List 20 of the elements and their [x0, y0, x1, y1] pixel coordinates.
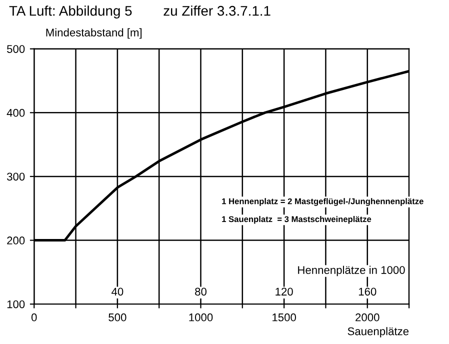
chart-title: TA Luft: Abbildung 5 zu Ziffer 3.3.7.1.1 — [9, 6, 270, 19]
x-tick-label: 500 — [108, 313, 126, 322]
y-axis-title: Mindestabstand [m] — [46, 28, 142, 39]
x-axis-title: Sauenplätze — [348, 327, 409, 338]
y-tick-label: 500 — [7, 45, 25, 53]
y-tick-label: 200 — [7, 236, 25, 244]
y-tick-label: 100 — [7, 300, 25, 308]
x2-tick-label: 80 — [195, 288, 206, 296]
annotation: 1 Hennenplatz = 2 Mastgeflügel-/Junghennenplätze — [222, 198, 424, 206]
x2-tick-label: 40 — [112, 288, 124, 296]
x2-tick-label: 160 — [358, 288, 376, 296]
y-tick-label: 300 — [6, 172, 25, 181]
x-tick-label: 1500 — [272, 313, 296, 322]
y-tick-label: 400 — [6, 108, 25, 117]
x2-axis-title: Hennenplätze in 1000 — [298, 266, 405, 276]
x-tick-label: 2000 — [356, 313, 380, 322]
annotation: 1 Sauenplatz = 3 Mastschweineplätze — [222, 216, 372, 224]
x-tick-label: 1000 — [189, 313, 213, 322]
x-tick-label: 0 — [31, 313, 37, 322]
x2-tick-label: 120 — [276, 288, 293, 296]
